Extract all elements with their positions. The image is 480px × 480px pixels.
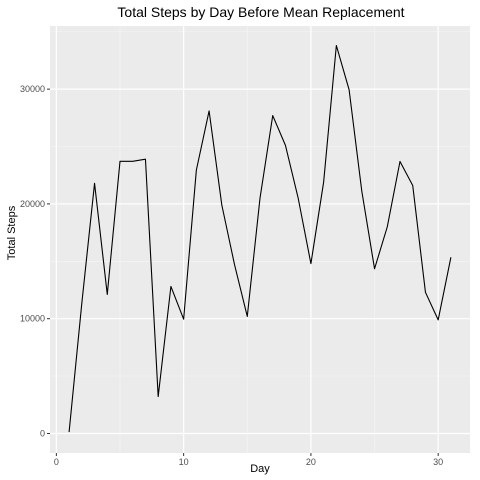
y-tick-label: 20000 <box>20 199 45 209</box>
x-tick-label: 30 <box>433 457 443 467</box>
x-axis-tick-labels: 0 10 20 30 <box>54 457 443 467</box>
x-tick-label: 20 <box>306 457 316 467</box>
y-axis-tick-labels: 0 10000 20000 30000 <box>20 84 45 438</box>
series-layer <box>68 44 452 433</box>
x-axis-title: Day <box>250 463 270 475</box>
x-tick-label: 10 <box>179 457 189 467</box>
y-axis-title: Total Steps <box>6 205 18 260</box>
y-tick-label: 0 <box>40 428 45 438</box>
series-line <box>68 44 452 433</box>
major-gridlines <box>50 26 470 453</box>
axis-ticks <box>47 88 439 456</box>
y-tick-label: 30000 <box>20 84 45 94</box>
chart-title: Total Steps by Day Before Mean Replaceme… <box>117 4 404 20</box>
x-tick-label: 0 <box>54 457 59 467</box>
minor-gridlines <box>50 26 470 453</box>
y-tick-label: 10000 <box>20 314 45 324</box>
